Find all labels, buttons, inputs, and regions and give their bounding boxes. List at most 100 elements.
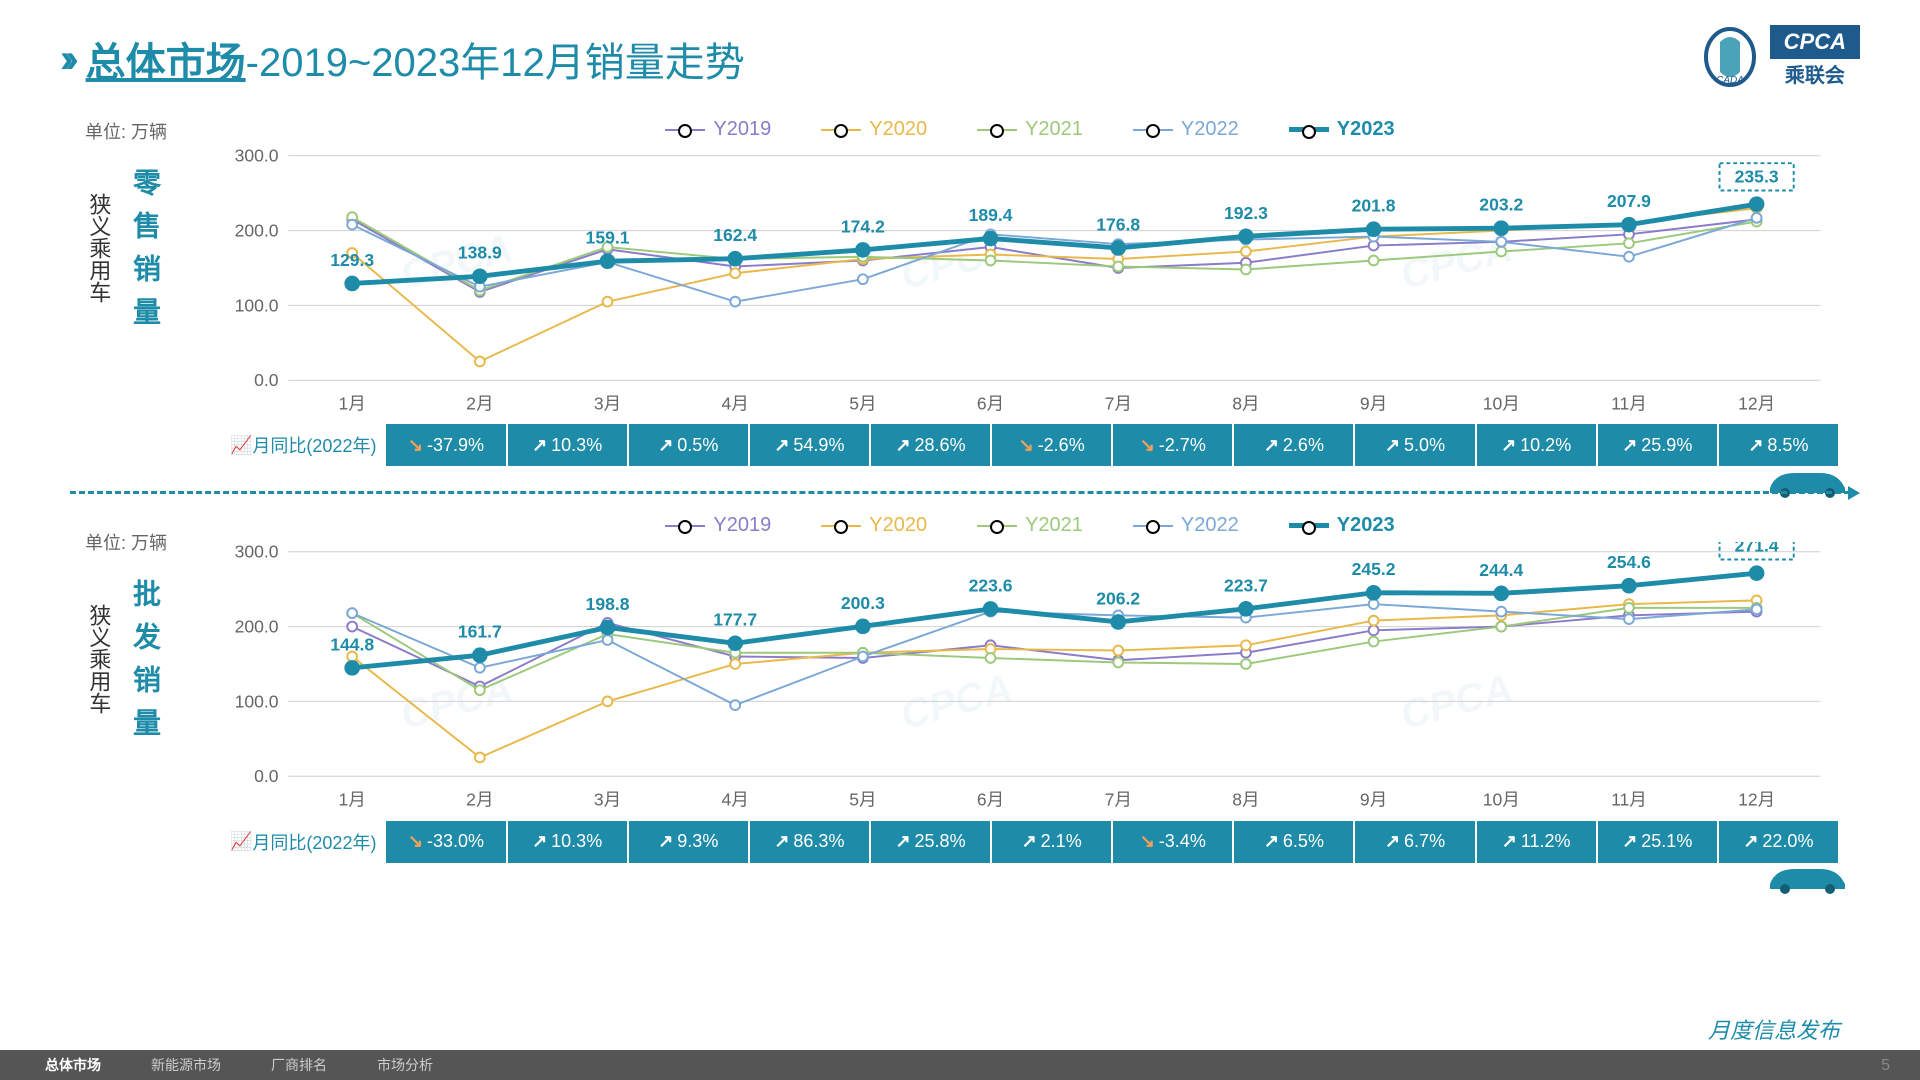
footer-tab[interactable]: 总体市场 — [20, 1055, 126, 1075]
svg-text:9月: 9月 — [1360, 790, 1387, 810]
footer-release-text: 月度信息发布 — [1708, 1013, 1840, 1045]
svg-text:12月: 12月 — [1738, 393, 1775, 413]
legend-item: Y2020 — [821, 514, 927, 537]
yoy-row-1: 📈 月同比(2022年) ↘ -37.9%↗ 10.3%↗ 0.5%↗ 54.9… — [220, 424, 1840, 466]
legend-item: Y2020 — [821, 118, 927, 141]
yoy-cell: ↗ 6.7% — [1355, 821, 1474, 863]
svg-text:174.2: 174.2 — [841, 216, 885, 236]
header: ›› 总体市场 -2019~2023年12月销量走势 — [0, 0, 1920, 98]
svg-text:4月: 4月 — [722, 790, 749, 810]
wholesale-chart: 0.0100.0200.0300.01月2月3月4月5月6月7月8月9月10月1… — [220, 542, 1840, 815]
title-bold: 总体市场 — [86, 30, 246, 88]
svg-text:7月: 7月 — [1105, 790, 1132, 810]
yoy-cell: ↗ 0.5% — [629, 424, 748, 466]
logo-area: CADA CPCA 乘联会 — [1700, 25, 1860, 88]
svg-text:1月: 1月 — [339, 393, 366, 413]
svg-text:162.4: 162.4 — [713, 225, 757, 245]
svg-text:10月: 10月 — [1483, 393, 1520, 413]
svg-text:8月: 8月 — [1232, 790, 1259, 810]
svg-text:138.9: 138.9 — [458, 243, 502, 263]
yoy-cell: ↗ 10.2% — [1477, 424, 1596, 466]
svg-text:0.0: 0.0 — [254, 766, 279, 786]
car-icon-2 — [1760, 859, 1850, 894]
svg-text:192.3: 192.3 — [1224, 203, 1268, 223]
svg-text:144.8: 144.8 — [330, 635, 374, 655]
svg-text:206.2: 206.2 — [1096, 589, 1140, 609]
svg-text:5月: 5月 — [849, 393, 876, 413]
svg-text:207.9: 207.9 — [1607, 191, 1651, 211]
page-number: 5 — [1881, 1057, 1890, 1075]
yoy-cell: ↗ 9.3% — [629, 821, 748, 863]
svg-text:189.4: 189.4 — [969, 205, 1013, 225]
footer-tab[interactable]: 市场分析 — [352, 1055, 458, 1075]
svg-text:198.8: 198.8 — [586, 594, 630, 614]
svg-text:7月: 7月 — [1105, 393, 1132, 413]
svg-text:4月: 4月 — [722, 393, 749, 413]
svg-text:11月: 11月 — [1611, 790, 1647, 810]
yoy-cell: ↗ 10.3% — [508, 821, 627, 863]
svg-text:245.2: 245.2 — [1352, 559, 1396, 579]
legend-item: Y2023 — [1289, 514, 1395, 537]
svg-text:271.4: 271.4 — [1735, 542, 1779, 556]
yoy-cell: ↘ -33.0% — [386, 821, 505, 863]
side-inner-1: 零售销量 — [125, 168, 165, 340]
svg-text:100.0: 100.0 — [235, 295, 279, 315]
cada-logo-icon: CADA — [1700, 27, 1760, 87]
yoy-cell: ↗ 25.8% — [871, 821, 990, 863]
svg-text:203.2: 203.2 — [1479, 195, 1523, 215]
svg-text:129.3: 129.3 — [330, 250, 374, 270]
svg-text:2月: 2月 — [466, 790, 493, 810]
svg-text:201.8: 201.8 — [1352, 196, 1396, 216]
svg-text:300.0: 300.0 — [235, 146, 279, 166]
yoy-cell: ↘ -37.9% — [386, 424, 505, 466]
svg-text:CADA: CADA — [1716, 75, 1744, 86]
svg-text:161.7: 161.7 — [458, 622, 502, 642]
legend-item: Y2022 — [1133, 118, 1239, 141]
title-rest: -2019~2023年12月销量走势 — [246, 30, 745, 88]
svg-text:254.6: 254.6 — [1607, 552, 1651, 572]
legend-item: Y2019 — [665, 514, 771, 537]
legend-item: Y2019 — [665, 118, 771, 141]
svg-text:12月: 12月 — [1738, 790, 1775, 810]
svg-text:6月: 6月 — [977, 393, 1004, 413]
yoy-cell: ↗ 6.5% — [1234, 821, 1353, 863]
svg-text:9月: 9月 — [1360, 393, 1387, 413]
legend-item: Y2021 — [977, 118, 1083, 141]
footer-tab[interactable]: 新能源市场 — [126, 1055, 246, 1075]
legend-2: Y2019Y2020Y2021Y2022Y2023 — [220, 509, 1840, 542]
yoy-cell: ↗ 11.2% — [1477, 821, 1596, 863]
yoy-cell: ↗ 25.1% — [1598, 821, 1717, 863]
svg-text:159.1: 159.1 — [586, 228, 630, 248]
side-outer-2: 狭义乘用车 — [85, 604, 111, 714]
yoy-cell: ↗ 10.3% — [508, 424, 627, 466]
svg-text:11月: 11月 — [1611, 393, 1647, 413]
svg-text:3月: 3月 — [594, 393, 621, 413]
svg-text:10月: 10月 — [1483, 790, 1520, 810]
side-inner-2: 批发销量 — [125, 579, 165, 751]
svg-text:223.7: 223.7 — [1224, 576, 1268, 596]
chart2-section: 单位: 万辆 狭义乘用车 批发销量 Y2019Y2020Y2021Y2022Y2… — [0, 504, 1920, 862]
yoy-cell: ↗ 25.9% — [1598, 424, 1717, 466]
cpca-logo: CPCA — [1770, 25, 1860, 59]
svg-text:2月: 2月 — [466, 393, 493, 413]
yoy-cell: ↗ 2.1% — [992, 821, 1111, 863]
svg-text:223.6: 223.6 — [969, 576, 1013, 596]
yoy-row-2: 📈 月同比(2022年) ↘ -33.0%↗ 10.3%↗ 9.3%↗ 86.3… — [220, 821, 1840, 863]
cpca-subtitle: 乘联会 — [1770, 59, 1860, 88]
yoy-cell: ↘ -3.4% — [1113, 821, 1232, 863]
side-outer-1: 狭义乘用车 — [85, 193, 111, 303]
yoy-label-2: 📈 月同比(2022年) — [220, 821, 386, 863]
yoy-label-1: 📈 月同比(2022年) — [220, 424, 386, 466]
unit-label-1: 单位: 万辆 — [85, 118, 167, 144]
yoy-cell: ↘ -2.6% — [992, 424, 1111, 466]
svg-text:200.0: 200.0 — [235, 617, 279, 637]
legend-item: Y2022 — [1133, 514, 1239, 537]
svg-text:244.4: 244.4 — [1479, 560, 1523, 580]
legend-1: Y2019 Y2020 Y2021 Y2022 Y2023 — [220, 113, 1840, 146]
footer-tab[interactable]: 厂商排名 — [246, 1055, 352, 1075]
yoy-cell: ↗ 2.6% — [1234, 424, 1353, 466]
yoy-cell: ↗ 86.3% — [750, 821, 869, 863]
legend-item: Y2023 — [1289, 118, 1395, 141]
yoy-cell: ↗ 28.6% — [871, 424, 990, 466]
svg-text:176.8: 176.8 — [1096, 214, 1140, 234]
